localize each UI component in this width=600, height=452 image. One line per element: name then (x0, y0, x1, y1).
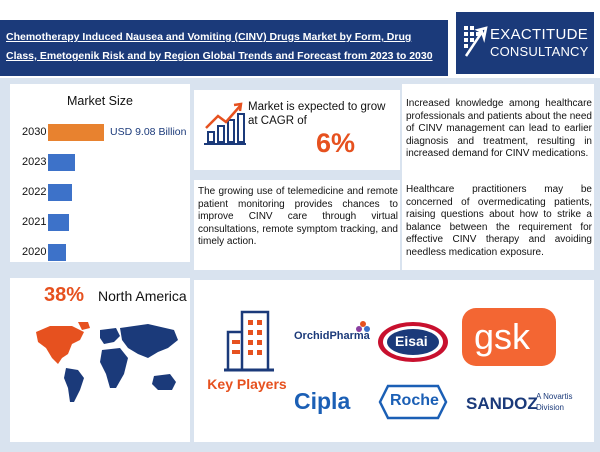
market-size-bar (48, 244, 66, 261)
growth-chart-icon (204, 102, 246, 145)
bar-year-label: 2021 (22, 216, 47, 228)
bar-year-label: 2030 (22, 126, 47, 138)
key-players-panel: Key Players OrchidPharma Eisai gsk Cipla… (194, 280, 594, 442)
market-size-bar (48, 214, 69, 231)
market-size-bar (48, 124, 104, 141)
knowledge-panel: Increased knowledge among healthcare pro… (402, 84, 594, 270)
sandoz-logo: SANDOZ A Novartis Division (466, 388, 586, 422)
eisai-logo: Eisai (378, 322, 448, 362)
logo-text-exactitude: EXACTITUDE (490, 26, 589, 43)
market-size-panel: Market Size 2030 USD 9.08 Billion 2023 2022… (10, 84, 190, 262)
orchidpharma-logo: OrchidPharma (294, 320, 374, 350)
header: Chemotherapy Induced Nausea and Vomiting… (0, 0, 600, 78)
sandoz-tagline-2: Division (536, 403, 565, 412)
report-title[interactable]: Chemotherapy Induced Nausea and Vomiting… (6, 31, 433, 62)
market-size-title: Market Size (67, 94, 133, 108)
bar-year-label: 2023 (22, 156, 47, 168)
telemedicine-panel: The growing use of telemedicine and remo… (194, 180, 400, 270)
bar-year-label: 2020 (22, 246, 47, 258)
orchidpharma-text: OrchidPharma (294, 330, 370, 342)
title-banner (0, 20, 448, 76)
roche-hexagon (378, 384, 448, 420)
logo-arrow-icon (464, 26, 488, 57)
roche-text: Roche (390, 392, 439, 409)
building-icon (224, 310, 274, 372)
market-size-bar (48, 154, 75, 171)
gsk-text: gsk (474, 316, 531, 357)
region-name: North America (98, 288, 187, 304)
cagr-value: 6% (316, 128, 356, 158)
key-players-label: Key Players (207, 376, 287, 392)
market-size-bar (48, 184, 72, 201)
orchid-flower-icon (356, 321, 370, 332)
logo-text-consultancy: CONSULTANCY (490, 44, 589, 59)
cagr-description: Market is expected to grow at CAGR of (248, 101, 386, 127)
eisai-text: Eisai (395, 333, 428, 349)
sandoz-tagline-1: A Novartis (536, 392, 573, 401)
overmedication-text: Healthcare practitioners may be concerne… (406, 184, 592, 258)
knowledge-text: Increased knowledge among healthcare pro… (406, 98, 592, 160)
bar-value-label: USD 9.08 Billion (110, 126, 187, 138)
roche-logo: Roche (378, 384, 448, 420)
bar-year-label: 2022 (22, 186, 47, 198)
gsk-logo: gsk (462, 308, 556, 366)
region-percent: 38% (44, 284, 85, 306)
cipla-logo: Cipla (294, 388, 351, 414)
exactitude-logo[interactable]: EXACTITUDE CONSULTANCY (456, 12, 594, 74)
telemedicine-text: The growing use of telemedicine and remo… (198, 186, 398, 248)
region-panel: 38% North America (10, 278, 190, 442)
sandoz-text: SANDOZ (466, 394, 538, 413)
eisai-core (387, 329, 439, 355)
world-map-icon (36, 322, 178, 402)
cagr-panel: Market is expected to grow at CAGR of 6% (194, 90, 400, 170)
